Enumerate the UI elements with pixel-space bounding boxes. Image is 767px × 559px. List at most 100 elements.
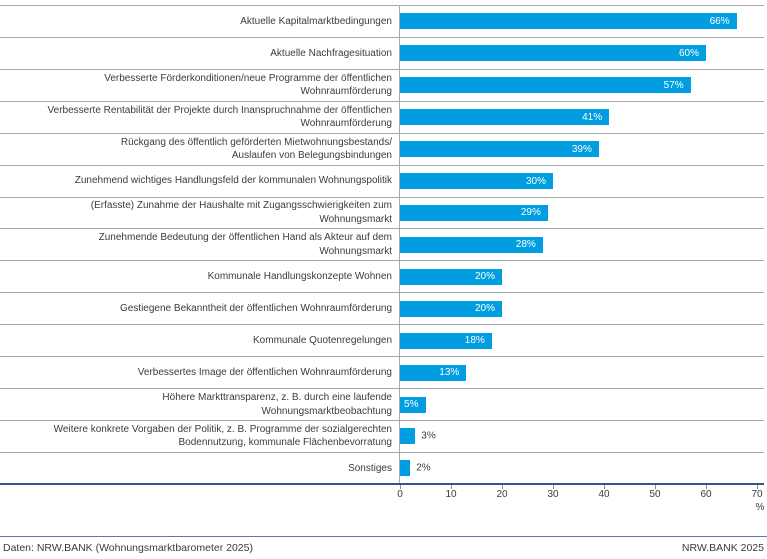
value-label: 13%	[439, 367, 460, 379]
x-tick-label: 70	[751, 489, 763, 500]
chart-row: Verbesserte Förderkonditionen/neue Progr…	[0, 68, 764, 101]
x-tick-label: 20	[496, 489, 508, 500]
category-label: Kommunale Quotenregelungen	[253, 334, 392, 346]
x-tick-mark	[757, 485, 758, 489]
value-label: 20%	[474, 303, 495, 315]
bar-track: 29%	[400, 198, 764, 229]
category-label: Gestiegene Bekanntheit der öffentlichen …	[119, 303, 392, 314]
value-label: 30%	[525, 175, 546, 187]
bar: 20%	[400, 268, 502, 285]
bar: 28%	[400, 236, 543, 253]
bar-track: 18%	[400, 325, 764, 356]
bar-track: 3%	[400, 421, 764, 452]
value-label: 3%	[421, 430, 436, 442]
bar-track: 20%	[400, 261, 764, 292]
value-label: 2%	[416, 462, 431, 474]
bar-track: 2%	[400, 453, 764, 484]
chart-row: Zunehmend wichtiges Handlungsfeld der ko…	[0, 164, 764, 197]
chart-row: Rückgang des öffentlich geförderten Miet…	[0, 132, 764, 165]
chart-row: Aktuelle Kapitalmarktbedingungen 66%	[0, 5, 764, 37]
category-label: Verbesserte Förderkonditionen/neue Progr…	[104, 72, 392, 98]
bar-track: 41%	[400, 102, 764, 133]
bar: 39%	[400, 141, 599, 158]
bar: 18%	[400, 332, 492, 349]
brand-credit: NRW.BANK 2025	[681, 542, 764, 554]
category-label: Aktuelle Nachfragesituation	[270, 47, 392, 59]
value-label: 41%	[582, 111, 603, 123]
category-label: Zunehmende Bedeutung der öffentlichen Ha…	[98, 232, 392, 257]
chart-row: Verbesserte Rentabilität der Projekte du…	[0, 100, 764, 133]
chart-row: Kommunale Quotenregelungen 18%	[0, 324, 764, 356]
bar: 13%	[400, 364, 467, 381]
x-tick-mark	[451, 485, 452, 489]
value-label: 18%	[464, 335, 485, 347]
bar-track: 13%	[400, 357, 764, 388]
chart-plot-area: Aktuelle Kapitalmarktbedingungen 66% Aktue…	[0, 5, 764, 484]
data-source-note: Daten: NRW.BANK (Wohnungsmarktbarometer …	[3, 542, 253, 554]
category-label: Kommunale Handlungskonzepte Wohnen	[207, 271, 392, 283]
value-label: 60%	[678, 47, 699, 59]
bar: 29%	[400, 204, 548, 221]
value-label: 39%	[571, 143, 592, 155]
value-label: 20%	[474, 271, 495, 283]
bar-track: 60%	[400, 38, 764, 69]
bar-track: 66%	[400, 6, 764, 37]
chart-row: Verbessertes Image der öffentlichen Wohn…	[0, 356, 764, 388]
x-tick-label: 40	[598, 489, 610, 500]
bar: 60%	[400, 45, 706, 62]
chart-row: Gestiegene Bekanntheit der öffentlichen …	[0, 292, 764, 324]
bar: 41%	[400, 109, 610, 126]
x-tick-mark	[553, 485, 554, 489]
bar-track: 30%	[400, 166, 764, 197]
y-axis-line	[399, 5, 400, 484]
value-label: 57%	[663, 79, 684, 91]
chart-row: Kommunale Handlungskonzepte Wohnen 20%	[0, 260, 764, 292]
chart-row: (Erfasste) Zunahme der Haushalte mit Zug…	[0, 196, 764, 229]
x-axis-line	[0, 483, 764, 485]
category-label: Höhere Markttransparenz, z. B. durch ein…	[162, 392, 392, 417]
value-label: 29%	[520, 207, 541, 219]
chart-row: Weitere konkrete Vorgaben der Politik, z…	[0, 419, 764, 452]
category-label: Weitere konkrete Vorgaben der Politik, z…	[53, 423, 392, 449]
x-tick-mark	[706, 485, 707, 489]
bar-track: 57%	[400, 70, 764, 101]
x-tick-label: 10	[445, 489, 457, 500]
bar	[400, 460, 411, 477]
chart-row: Zunehmende Bedeutung der öffentlichen Ha…	[0, 228, 764, 260]
bar: 30%	[400, 173, 553, 190]
value-label: 66%	[709, 15, 730, 27]
category-label: Rückgang des öffentlich geförderten Miet…	[120, 136, 392, 162]
x-tick-label: 30	[547, 489, 559, 500]
x-tick-label: 0	[397, 489, 403, 500]
category-label: Verbessertes Image der öffentlichen Wohn…	[137, 366, 392, 378]
bar: 66%	[400, 13, 737, 30]
bar: 20%	[400, 300, 502, 317]
value-label: 5%	[404, 399, 419, 411]
x-tick-mark	[400, 485, 401, 489]
x-tick-mark	[655, 485, 656, 489]
bar-track: 5%	[400, 389, 764, 420]
category-label: (Erfasste) Zunahme der Haushalte mit Zug…	[90, 200, 392, 225]
bar: 5%	[400, 396, 426, 413]
category-label: Sonstiges	[348, 462, 392, 474]
category-label: Aktuelle Kapitalmarktbedingungen	[240, 15, 392, 27]
bar-track: 28%	[400, 229, 764, 260]
x-tick-mark	[604, 485, 605, 489]
bar: 57%	[400, 77, 691, 94]
footer-divider	[0, 536, 767, 537]
x-axis: 0 10 20 30 40 50 60 70%	[397, 485, 765, 517]
value-label: 28%	[515, 239, 536, 251]
x-tick-mark	[502, 485, 503, 489]
bar-track: 20%	[400, 293, 764, 324]
chart-row: Aktuelle Nachfragesituation 60%	[0, 36, 764, 69]
chart-row: Sonstiges 2%	[0, 451, 764, 484]
x-axis-unit: %	[755, 502, 765, 513]
bar	[400, 428, 416, 445]
chart-row: Höhere Markttransparenz, z. B. durch ein…	[0, 388, 764, 420]
category-label: Verbesserte Rentabilität der Projekte du…	[47, 104, 392, 130]
category-label: Zunehmend wichtiges Handlungsfeld der ko…	[74, 175, 392, 187]
x-tick-label: 60	[700, 489, 712, 500]
bar-track: 39%	[400, 134, 764, 165]
